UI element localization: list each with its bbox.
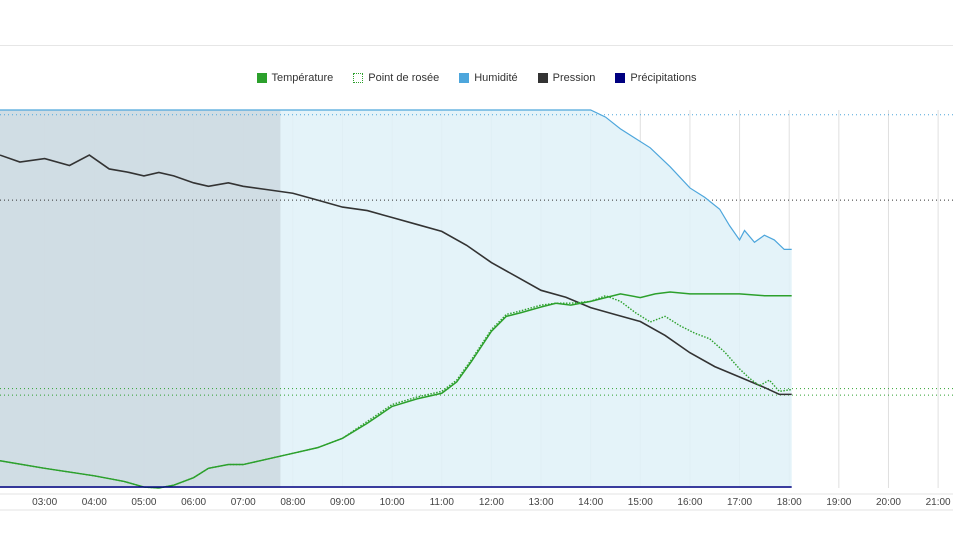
- x-tick-label-0500: 05:00: [131, 497, 156, 508]
- x-tick-label-2000: 20:00: [876, 497, 901, 508]
- legend-swatch-dew-point: [353, 73, 364, 83]
- x-tick-label-1800: 18:00: [777, 497, 802, 508]
- x-tick-label-2100: 21:00: [926, 497, 951, 508]
- x-tick-label-1400: 14:00: [578, 497, 603, 508]
- temperature-line: [0, 291, 792, 489]
- legend-label-temperature: Température: [271, 72, 334, 84]
- pressure-line: [0, 154, 792, 396]
- legend-item-humidity[interactable]: Humidité: [459, 72, 518, 84]
- x-tick-label-0900: 09:00: [330, 497, 355, 508]
- legend-swatch-temperature: [256, 73, 267, 83]
- legend-label-humidity: Humidité: [474, 72, 518, 84]
- dew-point-line: [0, 294, 792, 489]
- legend-item-temperature[interactable]: Température: [256, 72, 334, 84]
- x-tick-label-1000: 10:00: [380, 497, 405, 508]
- x-tick-label-1900: 19:00: [826, 497, 851, 508]
- x-tick-label-1100: 11:00: [430, 497, 455, 508]
- x-tick-label-0700: 07:00: [231, 497, 256, 508]
- x-tick-label-1700: 17:00: [727, 497, 752, 508]
- x-tick-label-1500: 15:00: [628, 497, 653, 508]
- legend-swatch-pressure: [537, 73, 548, 83]
- x-tick-label-1600: 16:00: [677, 497, 702, 508]
- x-tick-label-0400: 04:00: [82, 497, 107, 508]
- legend-swatch-humidity: [459, 73, 470, 83]
- legend-item-dew-point[interactable]: Point de rosée: [353, 72, 439, 84]
- x-tick-label-0800: 08:00: [280, 497, 305, 508]
- x-tick-label-1300: 13:00: [529, 497, 554, 508]
- chart-legend: Température Point de rosée Humidité Pres…: [0, 72, 953, 84]
- x-tick-label-1200: 12:00: [479, 497, 504, 508]
- x-tick-label-0300: 03:00: [32, 497, 57, 508]
- legend-item-precipitation[interactable]: Précipitations: [615, 72, 696, 84]
- legend-label-precipitation: Précipitations: [630, 72, 697, 84]
- legend-item-pressure[interactable]: Pression: [537, 72, 596, 84]
- header-divider: [0, 45, 953, 46]
- legend-label-pressure: Pression: [552, 72, 596, 84]
- humidity-line: [0, 109, 792, 250]
- night-band: [0, 110, 281, 488]
- legend-label-dew-point: Point de rosée: [368, 72, 440, 84]
- x-tick-label-0600: 06:00: [181, 497, 206, 508]
- legend-swatch-precipitation: [615, 73, 626, 83]
